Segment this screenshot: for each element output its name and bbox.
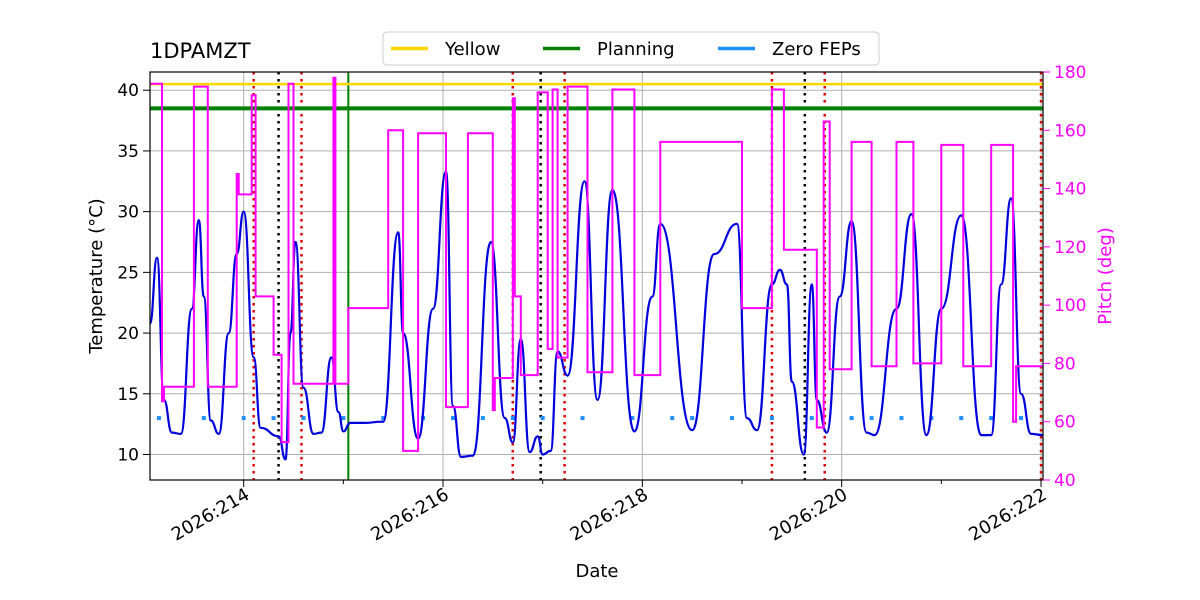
y-right-tick-label: 160 — [1054, 121, 1086, 141]
zero-feps-point — [849, 416, 854, 421]
x-tick-label: 2026:216 — [367, 484, 452, 545]
y-left-tick-label: 25 — [117, 263, 139, 283]
y-left-tick-label: 35 — [117, 142, 139, 162]
vertical-markers — [252, 72, 1043, 480]
zero-feps-point — [670, 416, 675, 421]
zero-feps-point — [899, 416, 904, 421]
zero-feps-point — [510, 416, 515, 421]
zero-feps-point — [381, 416, 386, 421]
x-tick-label: 2026:218 — [567, 484, 652, 545]
legend-label: Zero FEPs — [772, 39, 861, 60]
zero-feps-point — [769, 416, 774, 421]
y-right-tick-label: 100 — [1054, 296, 1086, 316]
zero-feps-point — [869, 416, 874, 421]
zero-feps-point — [450, 416, 455, 421]
plot-frame — [149, 71, 1044, 481]
chart-title: 1DPAMZT — [150, 39, 251, 63]
zero-feps-point — [730, 416, 735, 421]
series — [148, 76, 1044, 461]
y-right-tick-label: 180 — [1054, 63, 1086, 83]
y-left-tick-label: 40 — [117, 81, 139, 101]
x-tick-label: 2026:214 — [168, 484, 253, 545]
grid — [150, 72, 1043, 480]
zero-feps-point — [809, 416, 814, 421]
zero-feps-point — [540, 416, 545, 421]
legend: Yellow Planning Zero FEPs — [382, 31, 880, 66]
y-left-tick-label: 30 — [117, 203, 139, 223]
y-left-tick-label: 20 — [117, 324, 139, 344]
y-right-tick-label: 140 — [1054, 180, 1086, 200]
zero-feps-point — [156, 416, 161, 421]
y-right-tick-label: 40 — [1054, 471, 1076, 491]
zero-feps-point — [580, 416, 585, 421]
zero-feps-point — [201, 416, 206, 421]
zero-feps-point — [271, 416, 276, 421]
legend-box — [382, 31, 880, 66]
zero-feps-point — [341, 416, 346, 421]
zero-feps-point — [959, 416, 964, 421]
temperature-line — [148, 170, 1044, 461]
x-axis-label: Date — [575, 561, 618, 582]
zero-feps-point — [1019, 416, 1024, 421]
zero-feps-point — [690, 416, 695, 421]
zero-feps-point — [241, 416, 246, 421]
legend-label: Yellow — [444, 39, 500, 60]
y-left-tick-label: 15 — [117, 385, 139, 405]
y-right-tick-label: 80 — [1054, 354, 1076, 374]
y-left-tick-label: 10 — [117, 446, 139, 466]
y-right-tick-label: 60 — [1054, 413, 1076, 433]
y-axis-left-label: Temperature (°C) — [86, 198, 107, 354]
zero-feps-point — [301, 416, 306, 421]
x-tick-label: 2026:220 — [766, 484, 851, 545]
y-right-tick-label: 120 — [1054, 238, 1086, 258]
zero-feps-point — [630, 416, 635, 421]
y-axis-right-label: Pitch (deg) — [1095, 227, 1116, 325]
zero-feps-point — [480, 416, 485, 421]
pitch-line — [150, 76, 1043, 452]
legend-label: Planning — [597, 39, 675, 60]
zero-feps-point — [989, 416, 994, 421]
x-tick-label: 2026:222 — [965, 484, 1050, 545]
